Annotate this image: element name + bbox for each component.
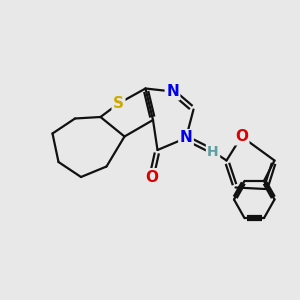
- Text: S: S: [113, 96, 124, 111]
- Text: O: O: [235, 129, 248, 144]
- Text: H: H: [207, 145, 219, 158]
- Text: O: O: [145, 169, 158, 184]
- Text: N: N: [166, 84, 179, 99]
- Text: N: N: [180, 130, 192, 146]
